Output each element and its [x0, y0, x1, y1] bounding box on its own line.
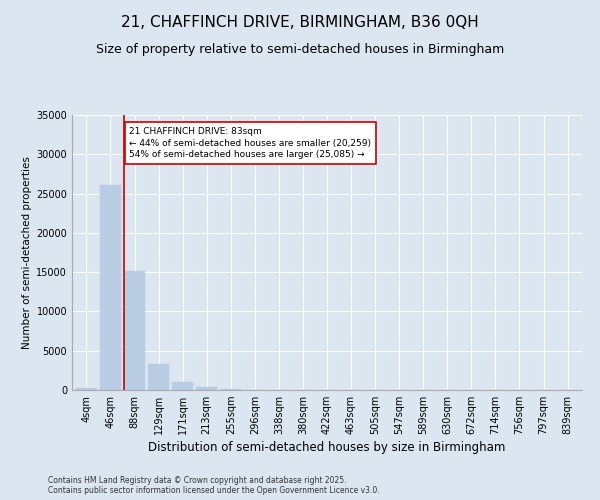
- Bar: [221, 389, 241, 390]
- Bar: [196, 387, 217, 390]
- Text: 21 CHAFFINCH DRIVE: 83sqm
← 44% of semi-detached houses are smaller (20,259)
54%: 21 CHAFFINCH DRIVE: 83sqm ← 44% of semi-…: [129, 127, 371, 160]
- Text: Contains HM Land Registry data © Crown copyright and database right 2025.
Contai: Contains HM Land Registry data © Crown c…: [48, 476, 380, 495]
- Bar: [124, 272, 145, 390]
- Bar: [148, 364, 169, 390]
- X-axis label: Distribution of semi-detached houses by size in Birmingham: Distribution of semi-detached houses by …: [148, 442, 506, 454]
- Text: Size of property relative to semi-detached houses in Birmingham: Size of property relative to semi-detach…: [96, 42, 504, 56]
- Text: 21, CHAFFINCH DRIVE, BIRMINGHAM, B36 0QH: 21, CHAFFINCH DRIVE, BIRMINGHAM, B36 0QH: [121, 15, 479, 30]
- Bar: [76, 388, 97, 390]
- Y-axis label: Number of semi-detached properties: Number of semi-detached properties: [22, 156, 32, 349]
- Bar: [100, 185, 121, 390]
- Bar: [172, 382, 193, 390]
